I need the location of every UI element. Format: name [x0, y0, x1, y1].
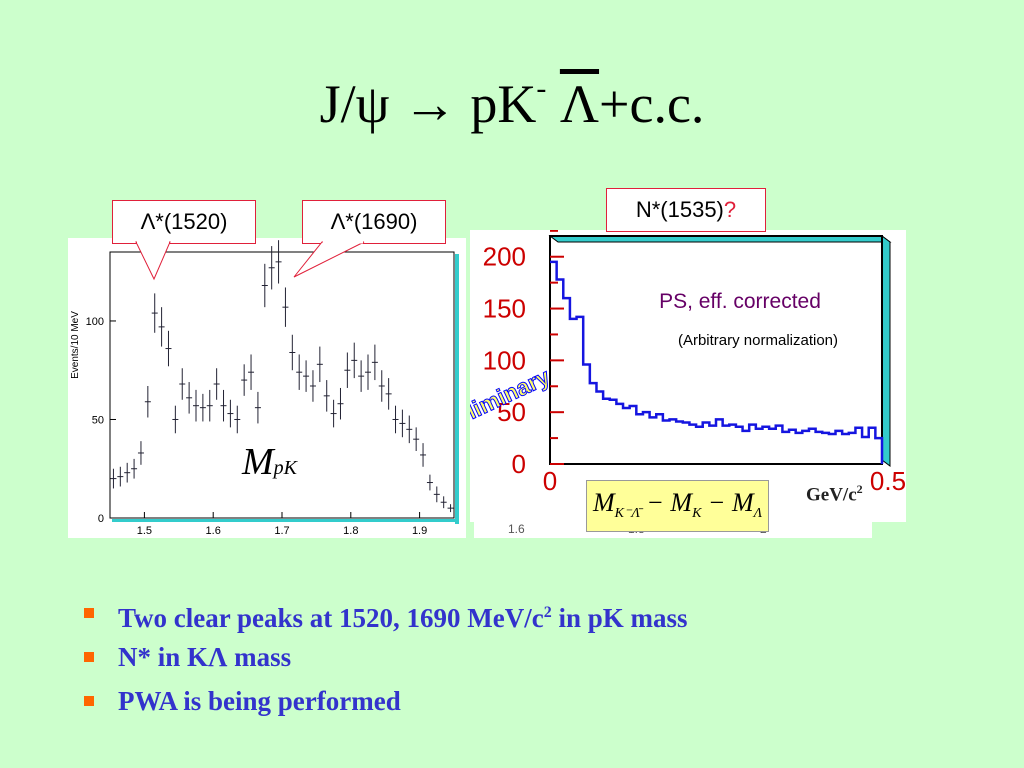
- x-tick-label: 0: [543, 466, 557, 496]
- bullet-marker: [84, 608, 94, 618]
- data-point: [117, 466, 124, 487]
- data-point: [365, 354, 371, 390]
- left-plot-mass-label: MpK: [242, 441, 297, 483]
- data-point: [351, 342, 358, 379]
- normalization-label: (Arbitrary normalization): [678, 332, 838, 349]
- data-point: [296, 354, 303, 390]
- bullet-list: Two clear peaks at 1520, 1690 MeV/c2 in …: [84, 596, 687, 728]
- left-plot-panel: Events/10 MeV 0 50 100 1.5 1.6 1.7 1.8 1.9: [68, 238, 466, 538]
- x-tick-label: 0.5: [870, 466, 906, 496]
- callout-pointer-1690: [293, 241, 365, 278]
- data-point: [158, 307, 165, 347]
- data-point: [137, 441, 144, 465]
- right-plot: 0 50 100 150 200 0 0.5 PS, eff. corrected (Arbit…: [363, 229, 906, 496]
- y-tick-label: 150: [483, 294, 526, 324]
- y-tick-label: 50: [497, 397, 526, 427]
- y-tick-label: 100: [86, 316, 104, 328]
- bullet-item: PWA is being performed: [84, 684, 687, 728]
- data-point: [213, 368, 220, 400]
- x-tick-label: 1.8: [343, 525, 358, 537]
- bullet-item: N* in KΛ mass: [84, 640, 687, 684]
- data-point: [220, 389, 227, 422]
- data-point: [316, 346, 323, 383]
- data-point: [241, 364, 248, 396]
- unit-label: GeV/c2: [806, 482, 863, 506]
- data-point: [392, 405, 399, 434]
- data-point: [289, 334, 296, 371]
- data-point: [131, 458, 138, 479]
- data-point: [406, 415, 413, 444]
- data-point: [254, 391, 261, 424]
- plot-frame: [549, 235, 883, 465]
- y-tick-label: 100: [483, 345, 526, 375]
- data-point: [172, 405, 179, 434]
- data-point: [399, 409, 406, 438]
- data-point: [144, 385, 151, 418]
- data-point: [371, 344, 378, 381]
- data-point: [378, 370, 385, 402]
- data-point: [151, 293, 158, 333]
- x-tick-label: 1.6: [206, 525, 221, 537]
- ps-label: PS, eff. corrected: [659, 290, 821, 313]
- data-point: [124, 462, 131, 483]
- data-point: [179, 368, 186, 400]
- data-point: [447, 504, 454, 513]
- y-tick-label: 50: [92, 414, 104, 426]
- left-plot: Events/10 MeV 0 50 100 1.5 1.6 1.7 1.8 1.9: [70, 240, 459, 537]
- histogram-line: [550, 260, 884, 464]
- data-point: [303, 360, 310, 392]
- data-point: [275, 240, 282, 284]
- y-tick-label: 200: [483, 242, 526, 272]
- data-point: [330, 399, 337, 428]
- frame-shadow-right: [455, 254, 459, 524]
- data-point: [110, 468, 117, 489]
- data-point: [261, 263, 268, 308]
- right-plot-panel: 0 50 100 150 200 0 0.5 PS, eff. corrected (Arbit…: [363, 229, 906, 522]
- y-tick-label: 0: [98, 513, 104, 525]
- data-point: [344, 352, 351, 388]
- data-point: [193, 389, 199, 422]
- data-point: [199, 393, 206, 422]
- x-tick-label: 1.5: [137, 525, 152, 537]
- data-point: [268, 246, 275, 290]
- mass-difference-formula: MK⁻Λ̄ − MK − MΛ: [586, 480, 770, 532]
- data-point: [165, 330, 172, 367]
- bullet-item: Two clear peaks at 1520, 1690 MeV/c2 in …: [84, 596, 687, 640]
- data-point: [282, 287, 289, 327]
- data-point: [385, 378, 392, 410]
- data-point: [323, 380, 330, 412]
- slide-title: J/ψ → pK- Λ+c.c.: [319, 72, 705, 134]
- y-axis-label: Events/10 MeV: [70, 311, 81, 379]
- y-tick-label: 0: [512, 449, 526, 479]
- data-point: [433, 486, 440, 503]
- data-point: [440, 496, 447, 509]
- x-tick-label: 1.9: [412, 525, 427, 537]
- under-tick-label: 1.6: [508, 522, 525, 536]
- data-point: [186, 382, 193, 414]
- data-point: [248, 354, 255, 390]
- data-point: [227, 399, 234, 428]
- callout-n1535: N*(1535)?: [606, 188, 766, 232]
- data-point: [358, 360, 365, 392]
- data-point: [206, 389, 213, 422]
- x-tick-label: 1.7: [274, 525, 289, 537]
- data-point: [420, 443, 427, 467]
- callout-lambda-1690: Λ*(1690): [302, 200, 446, 244]
- bullet-marker: [84, 652, 94, 662]
- data-point: [426, 474, 433, 491]
- callout-pointer-1520: [135, 241, 171, 281]
- data-point: [337, 387, 344, 420]
- frame-right-bevel: [881, 235, 891, 467]
- bullet-marker: [84, 696, 94, 706]
- data-point: [234, 405, 241, 434]
- frame-shadow-bottom: [112, 519, 459, 522]
- callout-lambda-1520: Λ*(1520): [112, 200, 256, 244]
- data-point: [413, 427, 420, 452]
- data-point: [309, 370, 316, 402]
